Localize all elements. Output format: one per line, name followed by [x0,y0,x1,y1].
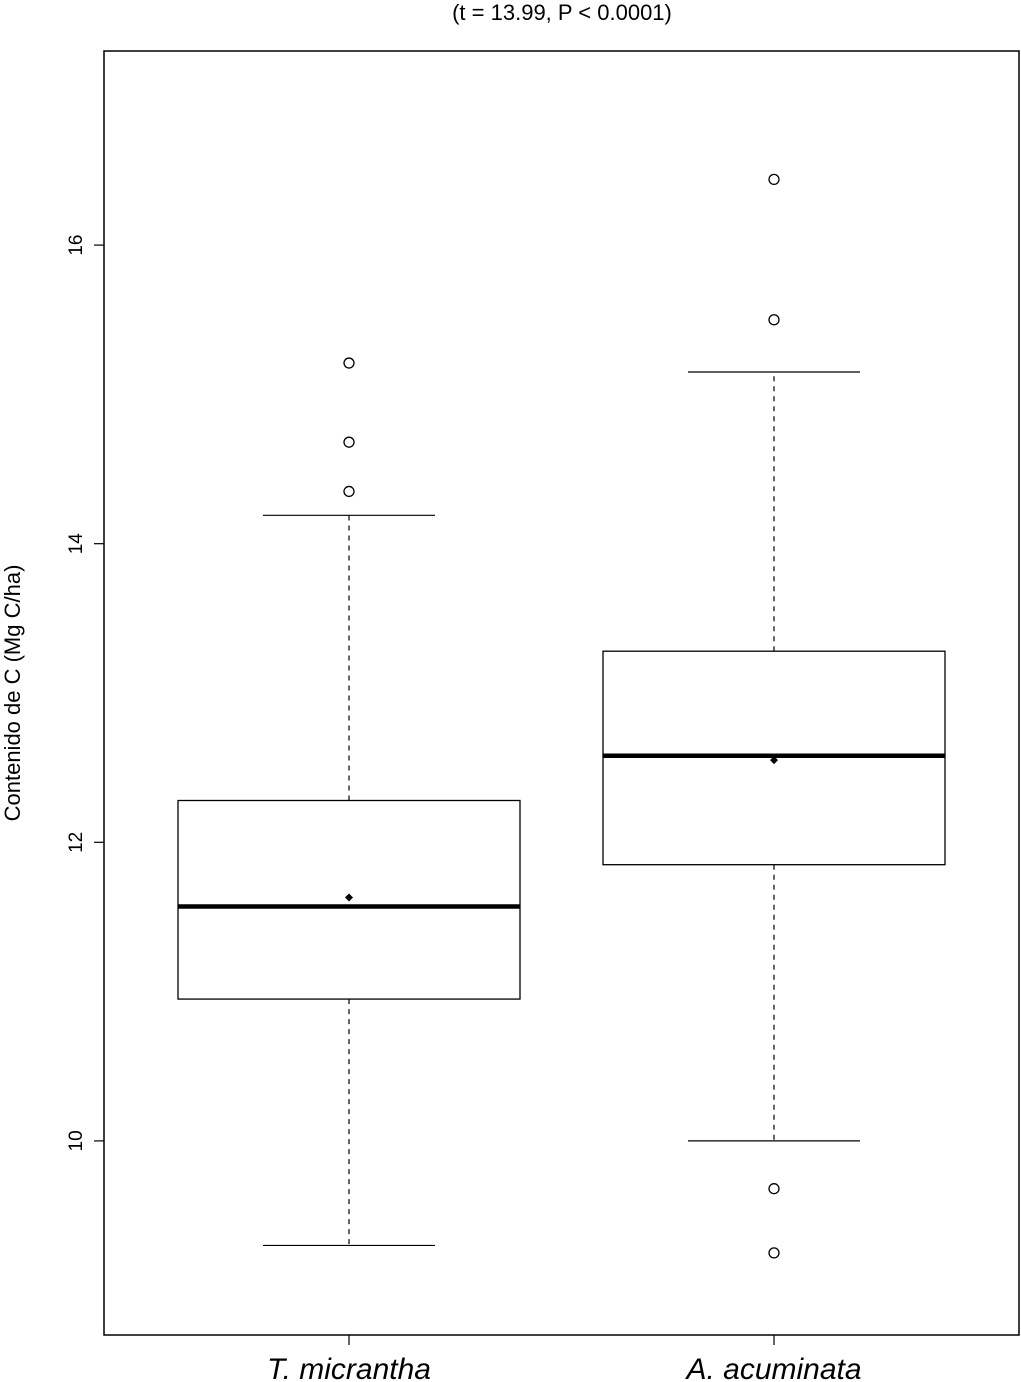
outlier-point [343,485,355,498]
y-tick-label: 14 [66,533,87,555]
mean-marker [345,893,353,902]
x-category-label: A. acuminata [684,1353,861,1382]
y-axis: 10 12 14 16 [66,235,104,1151]
outlier-point [768,1183,780,1195]
box-t-micrantha [177,357,521,1247]
x-axis: T. micrantha A. acuminata [267,1335,862,1382]
chart-subtitle: (t = 13.99, P < 0.0001) [452,0,672,25]
box-a-acuminata [602,173,946,1259]
outlier-point [768,173,780,186]
plot-frame [103,50,1020,1336]
outlier-point [768,1247,780,1259]
box-series [177,173,946,1259]
outlier-point [343,357,355,369]
x-category-label: T. micrantha [267,1353,431,1382]
y-tick-label: 12 [66,832,87,853]
outlier-point [768,314,780,326]
y-tick-label: 10 [66,1130,87,1151]
y-tick-label: 16 [66,235,87,256]
y-axis-title: Contenido de C (Mg C/ha) [0,565,25,822]
outlier-point [343,436,355,448]
mean-marker [770,756,778,765]
